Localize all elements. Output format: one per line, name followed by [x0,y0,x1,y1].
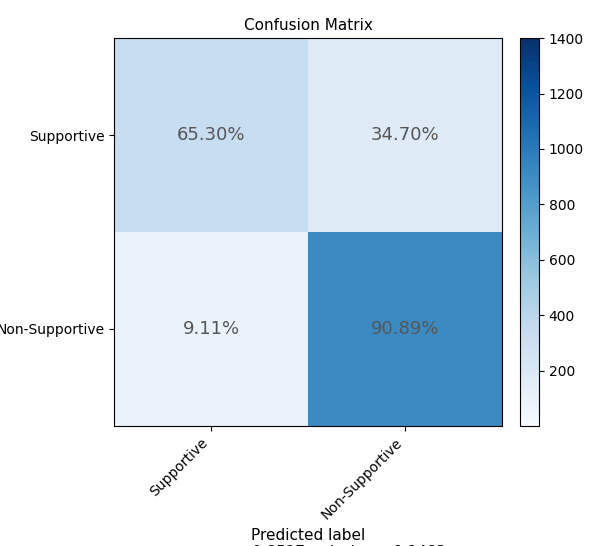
Text: 90.89%: 90.89% [371,320,439,338]
Title: Confusion Matrix: Confusion Matrix [244,18,372,33]
X-axis label: Predicted label
accuracy=0.8517; misclass=0.1483: Predicted label accuracy=0.8517; misclas… [170,527,446,546]
Text: 34.70%: 34.70% [370,126,439,144]
Text: 9.11%: 9.11% [182,320,239,338]
Text: 65.30%: 65.30% [177,126,245,144]
